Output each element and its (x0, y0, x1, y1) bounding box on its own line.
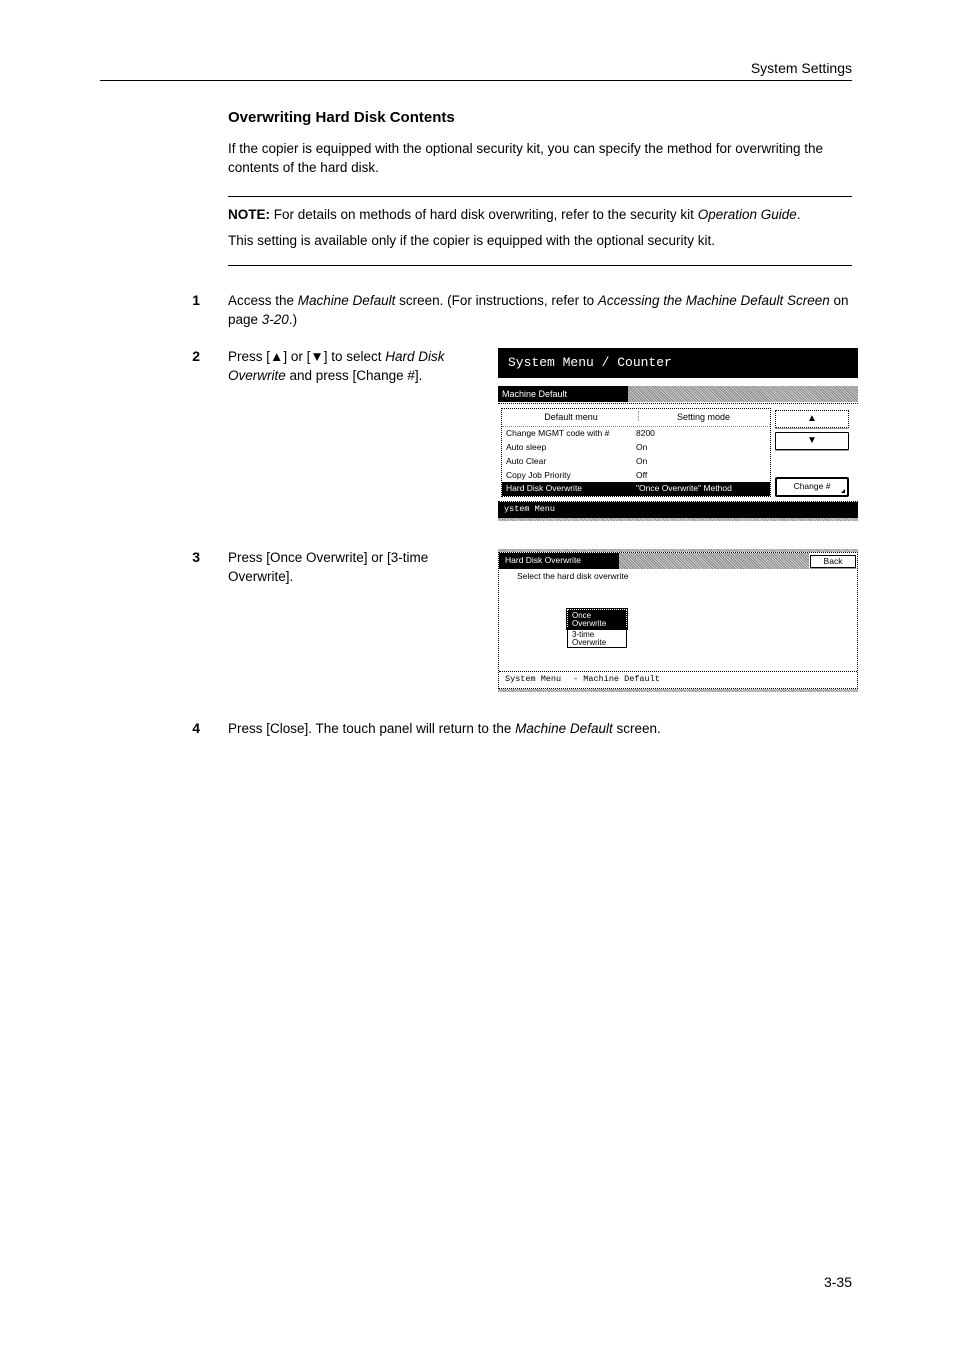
list-row[interactable]: Copy Job PriorityOff (502, 469, 770, 483)
row1-c1: Auto sleep (506, 442, 636, 454)
screen2-title: Hard Disk Overwrite (499, 553, 619, 569)
note-text-1: For details on methods of hard disk over… (270, 207, 698, 222)
s4-a: Press [Close]. The touch panel will retu… (228, 721, 515, 736)
row2-c1: Auto Clear (506, 456, 636, 468)
s2-b: and press [Change #]. (286, 368, 423, 383)
step-4-text: Press [Close]. The touch panel will retu… (228, 720, 852, 739)
row4-c1: Hard Disk Overwrite (506, 483, 636, 495)
row2-c2: On (636, 456, 766, 468)
row4-c2: "Once Overwrite" Method (636, 483, 766, 495)
step-2-num: 2 (100, 348, 228, 364)
section-title: Overwriting Hard Disk Contents (228, 109, 852, 126)
s4-b: screen. (613, 721, 661, 736)
page-header: System Settings (100, 60, 852, 81)
screen2-sub: Select the hard disk overwrite (499, 569, 857, 585)
step-1: 1 Access the Machine Default screen. (Fo… (100, 292, 852, 330)
row0-c2: 8200 (636, 428, 766, 440)
screen2-footer-a: System Menu (499, 672, 567, 688)
s4-i: Machine Default (515, 721, 613, 736)
screen-machine-default: System Menu / Counter Machine Default De… (498, 348, 858, 521)
col-setting-mode: Setting mode (641, 411, 766, 424)
s1-d: .) (289, 312, 297, 327)
row0-c1: Change MGMT code with # (506, 428, 636, 440)
down-button[interactable]: ▼ (775, 432, 849, 450)
note-text-2: This setting is available only if the co… (228, 231, 852, 251)
row3-c2: Off (636, 470, 766, 482)
note-text-1b: . (797, 207, 801, 222)
screen-hard-disk-overwrite: Hard Disk Overwrite Back Select the hard… (498, 549, 858, 692)
default-menu-list: Default menu Setting mode Change MGMT co… (501, 408, 771, 497)
once-overwrite-button[interactable]: Once Overwrite (567, 609, 627, 629)
page-number: 3-35 (824, 1274, 852, 1290)
step-2: 2 Press [▲] or [▼] to select Hard Disk O… (100, 348, 852, 521)
s1-i3: 3-20 (262, 312, 289, 327)
step-1-num: 1 (100, 292, 228, 308)
intro-paragraph: If the copier is equipped with the optio… (228, 140, 852, 178)
note-block: NOTE: For details on methods of hard dis… (228, 196, 852, 267)
list-row-selected[interactable]: Hard Disk Overwrite"Once Overwrite" Meth… (502, 482, 770, 496)
screen2-footer-b: - Machine Default (567, 672, 666, 688)
list-row[interactable]: Change MGMT code with #8200 (502, 427, 770, 441)
step-3-text: Press [Once Overwrite] or [3-time Overwr… (228, 549, 478, 692)
step-4-num: 4 (100, 720, 228, 736)
s1-i1: Machine Default (298, 293, 396, 308)
step-3: 3 Press [Once Overwrite] or [3-time Over… (100, 549, 852, 692)
note-label: NOTE: (228, 207, 270, 222)
screen1-subtitle: Machine Default (498, 386, 628, 402)
row1-c2: On (636, 442, 766, 454)
change-button[interactable]: Change # (775, 477, 849, 497)
screen1-footer: ystem Menu (498, 502, 858, 518)
s1-i2: Accessing the Machine Default Screen (598, 293, 830, 308)
s2-a: Press [▲] or [▼] to select (228, 349, 385, 364)
step-1-text: Access the Machine Default screen. (For … (228, 292, 852, 330)
list-row[interactable]: Auto sleepOn (502, 441, 770, 455)
step-4: 4 Press [Close]. The touch panel will re… (100, 720, 852, 739)
col-default-menu: Default menu (506, 411, 636, 424)
s1-b: screen. (For instructions, refer to (395, 293, 598, 308)
three-time-overwrite-button[interactable]: 3-time Overwrite (567, 628, 627, 648)
up-button[interactable]: ▲ (775, 410, 849, 428)
screen1-hatch (628, 386, 858, 402)
screen1-title: System Menu / Counter (498, 348, 858, 378)
step-2-text: Press [▲] or [▼] to select Hard Disk Ove… (228, 348, 478, 521)
note-guide-ref: Operation Guide (698, 207, 797, 222)
step-3-num: 3 (100, 549, 228, 565)
back-button[interactable]: Back (810, 555, 856, 568)
s1-a: Access the (228, 293, 298, 308)
row3-c1: Copy Job Priority (506, 470, 636, 482)
list-row[interactable]: Auto ClearOn (502, 455, 770, 469)
